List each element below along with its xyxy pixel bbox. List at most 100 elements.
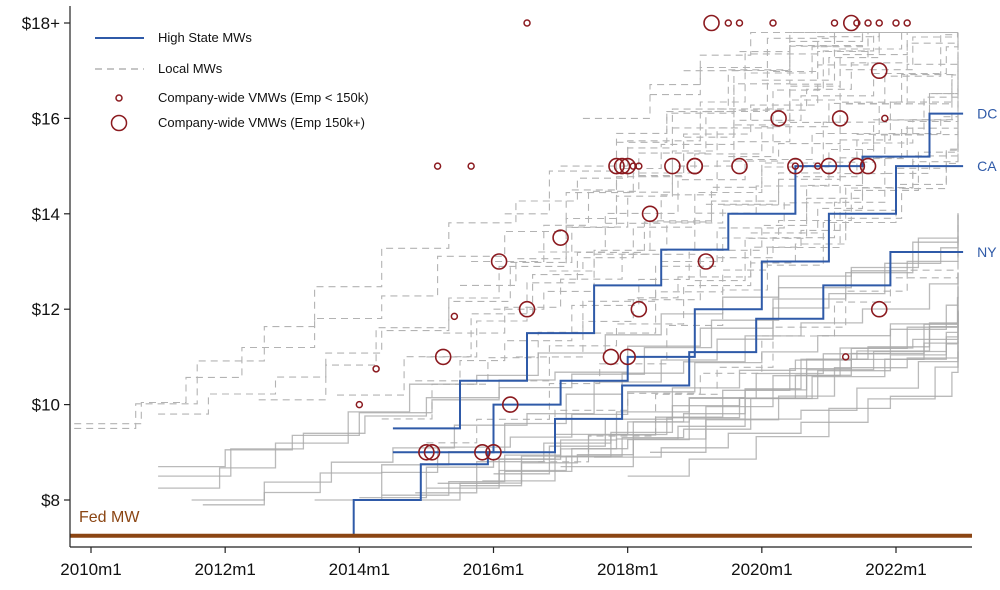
vmw-large-point [842, 14, 860, 32]
state-mw-line [359, 341, 959, 499]
vmw-small-point [841, 353, 850, 361]
state-mw-line [594, 351, 959, 458]
local-mw-line [594, 115, 959, 334]
vmw-small-point [735, 19, 744, 27]
vmw-large-point [613, 157, 631, 175]
local-mw-line [381, 89, 959, 420]
y-tick-label: $18+ [22, 14, 60, 33]
x-tick-label: 2018m1 [597, 560, 658, 579]
state-mw-line [191, 272, 959, 501]
vmw-large-point [787, 157, 804, 175]
vmw-large-point [518, 300, 536, 318]
x-tick-label: 2020m1 [731, 560, 792, 579]
vmw-small-point [791, 162, 800, 170]
vmw-large-point [474, 443, 491, 461]
vmw-small-point [853, 19, 861, 27]
local-mw-line [337, 51, 959, 396]
legend-label-high-state: High State MWs [158, 30, 252, 45]
state-mw-line [493, 296, 959, 475]
legend-swatch-large-vmw [110, 114, 128, 132]
vmw-small-point [864, 19, 872, 27]
vmw-small-point [724, 19, 733, 27]
fed-mw-label: Fed MW [79, 509, 140, 526]
state-mw-line [381, 305, 959, 496]
state-mw-line [202, 239, 959, 506]
y-tick-label: $16 [32, 109, 60, 128]
series-label-ny: NY [977, 244, 997, 260]
state-mw-line [460, 311, 959, 487]
high-state-mw-lines [352, 112, 964, 536]
vmw-large-point [848, 157, 866, 175]
state-mw-line [158, 214, 959, 489]
vmw-large-point [485, 443, 502, 461]
x-tick-label: 2014m1 [329, 560, 390, 579]
series-label-ca: CA [977, 158, 997, 174]
local-mw-line [258, 31, 958, 401]
vmw-small-point [903, 19, 911, 27]
local-mw-line [493, 61, 959, 310]
vmw-small-point [875, 19, 883, 27]
local-mw-line [571, 31, 958, 191]
local-mw-line [538, 40, 959, 253]
legend: High State MWs Local MWs Company-wide VM… [95, 30, 369, 132]
local-mw-line [750, 135, 959, 234]
vmw-large-point [697, 253, 715, 270]
local-mw-line [683, 31, 958, 72]
vmw-small-point [467, 162, 475, 170]
local-mw-line [482, 208, 959, 453]
vmw-small-point [892, 19, 900, 27]
legend-label-local: Local MWs [158, 61, 223, 76]
state-mw-line [158, 235, 959, 477]
vmw-small-point [881, 114, 889, 123]
x-tick-label: 2016m1 [463, 560, 524, 579]
vmw-large-point [608, 157, 625, 175]
local-mw-line [560, 31, 958, 167]
vmw-large-point [686, 157, 704, 175]
vmw-large-point [501, 396, 519, 413]
local-mw-line [739, 31, 958, 53]
state-mw-line [415, 310, 959, 494]
local-mw-line [638, 32, 959, 177]
local-mw-line [158, 31, 959, 415]
y-tick-label: $12 [32, 300, 60, 319]
other-state-mw-lines [158, 214, 959, 506]
vmw-small-point [523, 19, 531, 27]
state-mw-line [158, 215, 959, 468]
vmw-large-point [418, 443, 435, 461]
vmw-large-point [434, 348, 452, 366]
vmw-large-point [602, 348, 620, 366]
local-mw-line [426, 60, 959, 358]
series-line-ca [392, 165, 964, 454]
x-tick-label: 2012m1 [194, 560, 255, 579]
vmw-large-point [641, 205, 659, 223]
y-tick-label: $8 [41, 491, 60, 510]
vmw-large-point [664, 157, 681, 175]
local-mw-line [717, 31, 958, 110]
local-mw-line [672, 32, 959, 129]
vmw-small-point [450, 312, 459, 321]
x-tick-label: 2022m1 [865, 560, 926, 579]
local-mw-lines [74, 31, 959, 463]
local-mw-line [482, 122, 959, 382]
vmw-small-point [355, 400, 364, 409]
local-mw-line [728, 41, 959, 158]
local-mw-line [605, 32, 959, 224]
vmw-small-point [769, 19, 777, 27]
vmw-large-point [423, 443, 441, 461]
series-label-dc: DC [977, 106, 997, 122]
vmw-markers [355, 14, 911, 461]
y-tick-label: $10 [32, 396, 60, 415]
local-mw-line [694, 55, 959, 282]
vmw-small-point [372, 365, 380, 373]
vmw-large-point [870, 300, 888, 318]
legend-label-large-vmw: Company-wide VMWs (Emp 150k+) [158, 115, 365, 130]
legend-swatch-small-vmw [115, 94, 123, 102]
vmw-large-point [552, 229, 569, 246]
vmw-large-point [770, 110, 787, 127]
vmw-large-point [619, 157, 636, 175]
vmw-large-point [619, 348, 636, 366]
state-mw-line [426, 309, 959, 489]
series-line-ny [352, 251, 964, 536]
y-tick-label: $14 [32, 205, 60, 224]
local-mw-line [661, 116, 959, 263]
